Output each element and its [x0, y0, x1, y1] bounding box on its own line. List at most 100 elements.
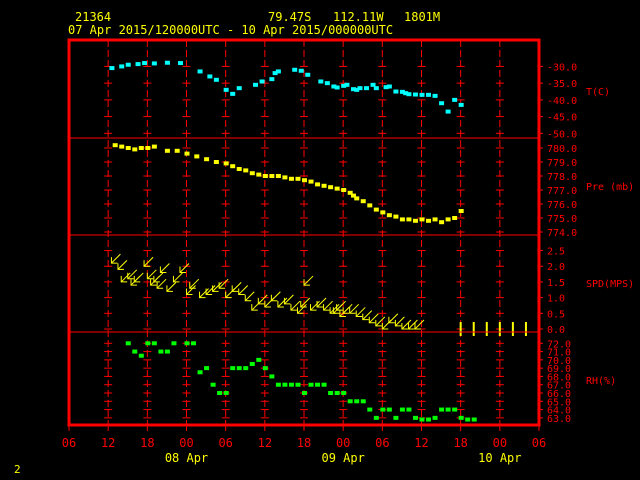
temperature-point — [151, 61, 157, 66]
wind-arrow — [303, 275, 314, 286]
humidity-point — [406, 407, 412, 412]
wind-arrow-head — [362, 313, 369, 321]
wind-arrow-head — [159, 266, 167, 274]
wind-arrow-head — [150, 279, 157, 286]
temperature-point — [207, 74, 213, 79]
humidity-point — [315, 382, 321, 387]
wind-arrow-head — [336, 304, 343, 311]
humidity-point — [373, 415, 379, 420]
pressure-point — [432, 217, 438, 222]
wind-arrow — [189, 278, 200, 289]
temperature-point — [223, 87, 229, 92]
wind-arrow — [166, 281, 177, 292]
pressure-point — [328, 185, 334, 190]
humidity-point — [204, 366, 210, 371]
y-tick-label: 0.5 — [547, 309, 565, 320]
humidity-point — [439, 407, 445, 412]
humidity-point — [295, 382, 301, 387]
humidity-point — [386, 407, 392, 412]
wind-arrow-head — [133, 275, 141, 283]
humidity-point — [302, 391, 307, 395]
wind-arrow-head — [110, 257, 118, 264]
wind-arrow — [244, 291, 255, 302]
humidity-point — [432, 415, 438, 420]
wind-arrow-head — [218, 282, 226, 289]
panel-label-wind: SPD(MPS) — [586, 279, 634, 290]
pressure-point — [262, 174, 268, 178]
humidity-point — [282, 382, 288, 387]
pressure-point — [282, 175, 288, 180]
pressure-point — [354, 196, 360, 201]
wind-arrow — [310, 300, 320, 311]
temperature-point — [236, 86, 242, 91]
wind-arrow-head — [127, 272, 134, 280]
pressure-point — [119, 144, 125, 149]
station-lat: 79.47S — [268, 10, 312, 24]
humidity-point — [399, 407, 405, 412]
wind-arrow-head — [349, 307, 356, 314]
wind-arrow — [143, 256, 154, 267]
wind-arrow-head — [172, 275, 180, 283]
humidity-point — [151, 341, 157, 346]
wind-arrow — [173, 272, 183, 283]
pressure-point — [249, 171, 255, 176]
wind-arrow — [290, 300, 301, 311]
y-tick-label: 65.0 — [547, 397, 571, 408]
humidity-point — [158, 349, 164, 354]
pressure-point — [132, 147, 138, 152]
wind-arrow — [414, 319, 425, 330]
temperature-point — [324, 81, 330, 86]
temperature-point — [432, 93, 438, 98]
humidity-point — [210, 382, 216, 387]
wind-arrow-head — [283, 297, 291, 305]
humidity-point — [341, 391, 347, 395]
wind-arrow — [401, 319, 412, 330]
pressure-point — [315, 182, 321, 187]
humidity-point — [445, 407, 451, 412]
wind-arrow-head — [244, 294, 252, 302]
humidity-point — [288, 382, 294, 387]
wind-arrow — [329, 303, 340, 314]
humidity-point — [171, 341, 177, 346]
x-tick-label: 00 — [336, 436, 350, 450]
wind-arrow-head — [143, 260, 151, 267]
pressure-point — [341, 188, 347, 192]
pressure-point — [164, 148, 170, 153]
y-tick-label: -50.0 — [547, 129, 577, 140]
wind-arrow — [186, 285, 196, 295]
panel-label-humidity: RH(%) — [586, 376, 616, 387]
wind-arrow-head — [381, 323, 389, 330]
y-tick-label: 72.0 — [547, 339, 571, 350]
temperature-point — [412, 92, 418, 97]
wind-arrow — [342, 303, 353, 314]
temperature-point — [177, 61, 183, 66]
wind-arrow — [323, 300, 333, 311]
pressure-point — [256, 172, 262, 177]
wind-arrow-head — [238, 288, 245, 295]
y-tick-label: 1.5 — [547, 278, 565, 289]
y-tick-label: 778.0 — [547, 172, 577, 183]
pressure-point — [380, 210, 386, 215]
wind-arrow — [153, 272, 164, 283]
y-tick-label: 67.0 — [547, 381, 571, 392]
humidity-point — [393, 415, 399, 420]
pressure-point — [321, 183, 327, 188]
x-tick-label: 06 — [532, 436, 546, 450]
wind-arrow-head — [407, 323, 415, 330]
humidity-point — [125, 341, 131, 346]
humidity-point — [354, 399, 360, 404]
pressure-point — [302, 178, 307, 183]
temperature-point — [119, 64, 125, 69]
wind-arrow-head — [388, 316, 395, 324]
wind-arrow — [349, 303, 360, 314]
x-tick-label: 18 — [140, 436, 154, 450]
wind-arrow-head — [355, 310, 363, 317]
wind-arrow — [199, 288, 209, 298]
wind-arrow — [111, 253, 121, 264]
y-tick-label: 64.0 — [547, 406, 571, 417]
pressure-point — [204, 157, 210, 162]
wind-arrow-head — [296, 307, 304, 314]
wind-arrow — [284, 294, 294, 305]
wind-arrow-head — [186, 288, 193, 295]
